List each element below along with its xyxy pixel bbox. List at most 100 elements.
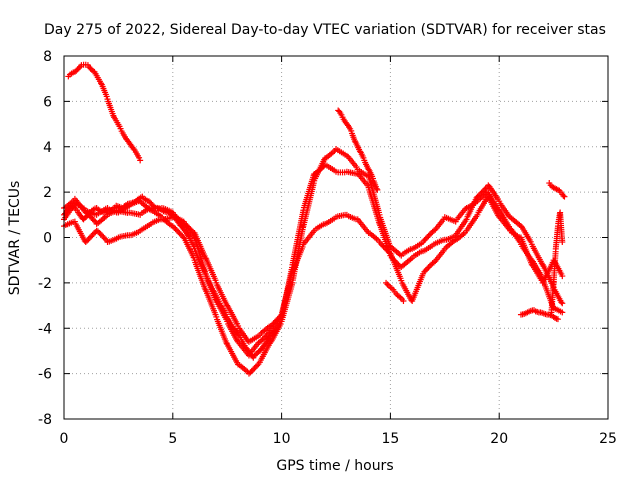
fill-marker [425, 233, 432, 240]
data-point [130, 146, 137, 153]
series-arc-4 [61, 193, 566, 345]
data-point [343, 121, 350, 128]
fill-marker [426, 231, 433, 238]
data-point [276, 320, 283, 327]
series-arc-6 [335, 107, 381, 193]
fill-marker [86, 64, 93, 71]
data-point [496, 214, 503, 221]
series-arc-9 [548, 209, 566, 316]
data-point [217, 302, 224, 309]
fill-marker [251, 352, 258, 359]
x-tick-label: 15 [381, 431, 399, 447]
data-point [354, 170, 361, 177]
chart-title: Day 275 of 2022, Sidereal Day-to-day VTE… [44, 22, 606, 38]
fill-marker [252, 363, 259, 370]
fill-marker [81, 214, 88, 221]
y-tick-label: 6 [43, 94, 52, 110]
fill-marker [73, 67, 80, 74]
y-tick-label: 4 [43, 140, 52, 156]
data-point [400, 298, 407, 305]
fill-marker [373, 185, 380, 192]
fill-marker [147, 199, 154, 206]
fill-marker [176, 230, 183, 237]
series-arc-8 [546, 180, 568, 200]
fill-marker [251, 365, 258, 372]
fill-marker [558, 299, 565, 306]
data-point [97, 80, 104, 87]
fill-marker [97, 231, 104, 238]
data-point [561, 193, 568, 200]
data-point [213, 313, 220, 320]
fill-marker [212, 277, 219, 284]
data-point [300, 207, 307, 214]
series-arc-10 [517, 307, 561, 323]
fill-marker [172, 225, 179, 232]
data-point [289, 268, 296, 275]
fill-marker [425, 264, 432, 271]
fill-marker [560, 192, 567, 199]
x-tick-label: 10 [273, 431, 291, 447]
data-point [559, 239, 566, 246]
y-tick-label: -8 [38, 412, 52, 428]
data-point [137, 157, 144, 164]
data-point [202, 254, 209, 261]
data-points [61, 61, 568, 377]
fill-marker [86, 234, 93, 241]
data-point [554, 316, 561, 323]
fill-marker [210, 287, 217, 294]
fill-marker [89, 231, 96, 238]
data-point [430, 259, 437, 266]
data-point [559, 273, 566, 280]
fill-marker [88, 233, 95, 240]
fill-marker [83, 213, 90, 220]
data-point [185, 232, 192, 239]
y-axis-label: SDTVAR / TECUs [7, 181, 23, 296]
series-arc-5 [61, 193, 283, 361]
fill-marker [299, 243, 306, 250]
fill-marker [250, 366, 257, 373]
y-tick-label: 0 [43, 231, 52, 247]
fill-marker [87, 65, 94, 72]
x-axis-label: GPS time / hours [276, 458, 393, 474]
data-point [145, 198, 152, 205]
fill-marker [252, 351, 259, 358]
fill-marker [424, 265, 431, 272]
series-arc-2 [61, 146, 566, 377]
fill-marker [101, 235, 108, 242]
data-point [180, 234, 187, 241]
fill-marker [75, 65, 82, 72]
fill-marker [74, 66, 81, 73]
data-point [374, 186, 381, 193]
y-tick-label: -6 [38, 367, 52, 383]
data-point [204, 275, 211, 282]
series-arc-1 [65, 61, 144, 164]
fill-marker [190, 243, 197, 250]
data-point [343, 152, 350, 159]
x-tick-label: 0 [60, 431, 69, 447]
fill-marker [148, 200, 155, 207]
data-point [559, 300, 566, 307]
fill-marker [84, 212, 91, 219]
fill-marker [175, 228, 182, 235]
fill-marker [424, 234, 431, 241]
fill-marker [462, 206, 469, 213]
x-tick-label: 5 [168, 431, 177, 447]
y-tick-label: -2 [38, 276, 52, 292]
fill-marker [351, 138, 358, 145]
x-tick-label: 20 [490, 431, 508, 447]
y-tick-label: 2 [43, 185, 52, 201]
fill-marker [223, 339, 230, 346]
data-point [430, 227, 437, 234]
fill-marker [149, 202, 156, 209]
fill-marker [151, 203, 158, 210]
x-tick-label: 25 [599, 431, 617, 447]
y-tick-label: -4 [38, 321, 52, 337]
series-arc-7 [383, 279, 407, 305]
data-point [559, 309, 566, 316]
fill-marker [254, 362, 261, 369]
fill-marker [422, 235, 429, 242]
y-tick-label: 8 [43, 49, 52, 65]
fill-marker [426, 263, 433, 270]
fill-marker [103, 93, 110, 100]
